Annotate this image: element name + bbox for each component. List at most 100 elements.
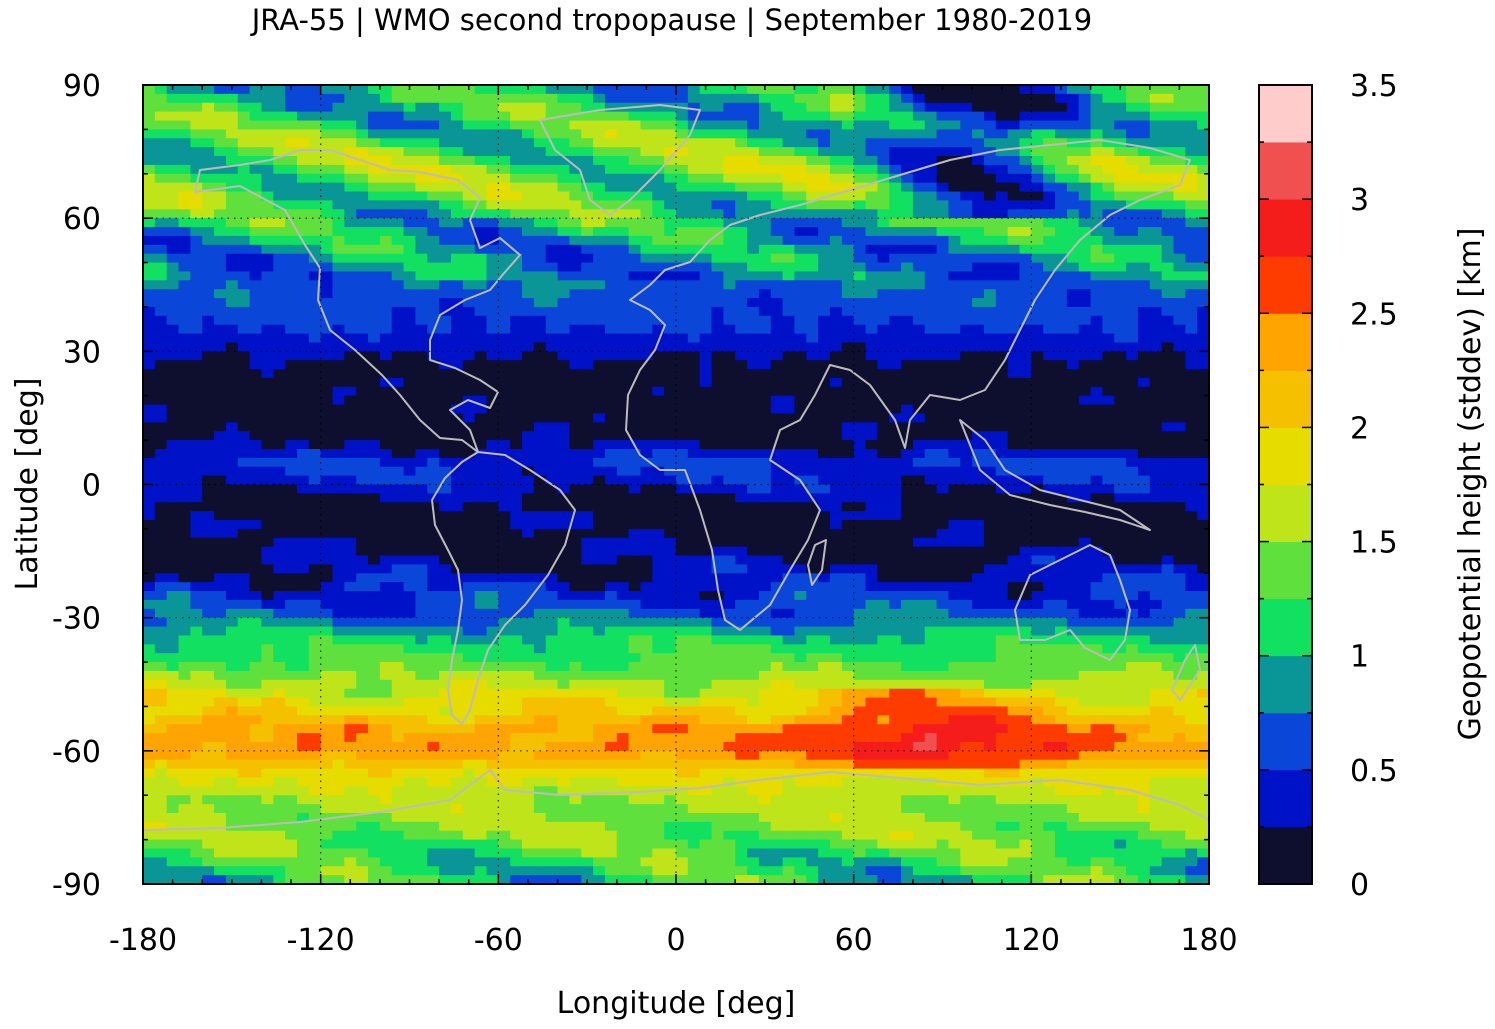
heatmap-cell (261, 511, 274, 521)
heatmap-cell (533, 520, 547, 530)
heatmap-cell (474, 120, 488, 130)
heatmap-cell (427, 369, 440, 379)
heatmap-cell (178, 102, 191, 113)
heatmap-cell (735, 227, 748, 237)
heatmap-cell (936, 369, 950, 379)
heatmap-cell (474, 448, 488, 459)
heatmap-cell (1078, 502, 1092, 512)
heatmap-cell (178, 147, 191, 157)
heatmap-cell (972, 484, 985, 494)
heatmap-cell (379, 200, 393, 210)
heatmap-cell (747, 475, 760, 486)
heatmap-cell (296, 244, 310, 255)
heatmap-cell (368, 111, 381, 122)
heatmap-cell (782, 333, 796, 344)
heatmap-cell (1114, 93, 1127, 104)
heatmap-cell (368, 360, 381, 370)
heatmap-cell (379, 466, 393, 477)
heatmap-cell (735, 520, 748, 530)
heatmap-cell (450, 289, 464, 299)
heatmap-cell (1149, 262, 1163, 273)
heatmap-cell (699, 431, 713, 441)
heatmap-cell (901, 342, 914, 352)
heatmap-cell (723, 546, 736, 557)
heatmap-cell (723, 262, 736, 273)
heatmap-cell (557, 404, 570, 415)
heatmap-cell (498, 440, 511, 450)
heatmap-cell (154, 342, 168, 352)
heatmap-cell (1102, 555, 1115, 565)
heatmap-cell (166, 564, 180, 574)
heatmap-cell (889, 369, 902, 379)
heatmap-cell (545, 395, 559, 406)
heatmap-cell (972, 377, 985, 388)
heatmap-cell (960, 85, 973, 95)
heatmap-cell (924, 413, 938, 423)
heatmap-cell (273, 138, 286, 148)
heatmap-cell (616, 324, 630, 335)
heatmap-cell (1102, 191, 1115, 202)
heatmap-cell (687, 546, 701, 557)
heatmap-cell (1185, 164, 1198, 175)
heatmap-cell (794, 209, 807, 219)
heatmap-cell (1102, 156, 1115, 166)
heatmap-cell (1149, 431, 1163, 441)
heatmap-cell (1066, 298, 1080, 308)
heatmap-cell (1055, 528, 1068, 539)
heatmap-cell (699, 466, 713, 477)
heatmap-cell (533, 315, 547, 326)
heatmap-cell (948, 138, 961, 148)
heatmap-cell (391, 537, 405, 548)
heatmap-cell (225, 129, 239, 139)
heatmap-cell (616, 404, 630, 415)
heatmap-cell (1078, 298, 1092, 308)
heatmap-cell (1102, 546, 1115, 557)
heatmap-cell (486, 404, 499, 415)
heatmap-cell (593, 493, 606, 503)
heatmap-cell (604, 475, 618, 486)
heatmap-cell (415, 262, 428, 273)
heatmap-cell (154, 333, 168, 344)
heatmap-cell (640, 182, 653, 193)
heatmap-cell (912, 306, 926, 317)
heatmap-cell (1185, 200, 1198, 210)
heatmap-cell (604, 120, 618, 130)
heatmap-cell (924, 502, 938, 512)
heatmap-cell (758, 342, 772, 352)
heatmap-cell (415, 413, 428, 423)
heatmap-cell (510, 182, 523, 193)
heatmap-cell (877, 253, 890, 264)
heatmap-cell (1126, 147, 1139, 157)
heatmap-cell (1043, 466, 1056, 477)
heatmap-cell (853, 351, 867, 361)
heatmap-cell (202, 475, 215, 486)
heatmap-cell (1019, 120, 1032, 130)
heatmap-cell (379, 298, 393, 308)
heatmap-cell (960, 493, 973, 503)
heatmap-cell (699, 191, 713, 202)
heatmap-cell (1019, 173, 1032, 184)
heatmap-cell (332, 324, 345, 335)
heatmap-cell (569, 555, 582, 565)
heatmap-cell (166, 520, 180, 530)
heatmap-cell (190, 351, 203, 361)
heatmap-cell (237, 244, 251, 255)
heatmap-cell (593, 555, 606, 565)
heatmap-cell (214, 386, 227, 397)
heatmap-cell (427, 227, 440, 237)
heatmap-cell (794, 218, 807, 228)
heatmap-cell (249, 564, 263, 574)
heatmap-cell (225, 262, 239, 273)
heatmap-cell (794, 431, 807, 441)
heatmap-cell (368, 164, 381, 175)
heatmap-cell (190, 235, 203, 246)
heatmap-cell (1090, 369, 1103, 379)
heatmap-cell (273, 466, 286, 477)
heatmap-cell (912, 262, 926, 273)
heatmap-cell (1066, 200, 1080, 210)
heatmap-cell (415, 289, 428, 299)
heatmap-cell (391, 369, 405, 379)
heatmap-cell (1114, 413, 1127, 423)
heatmap-cell (924, 360, 938, 370)
heatmap-cell (332, 448, 345, 459)
